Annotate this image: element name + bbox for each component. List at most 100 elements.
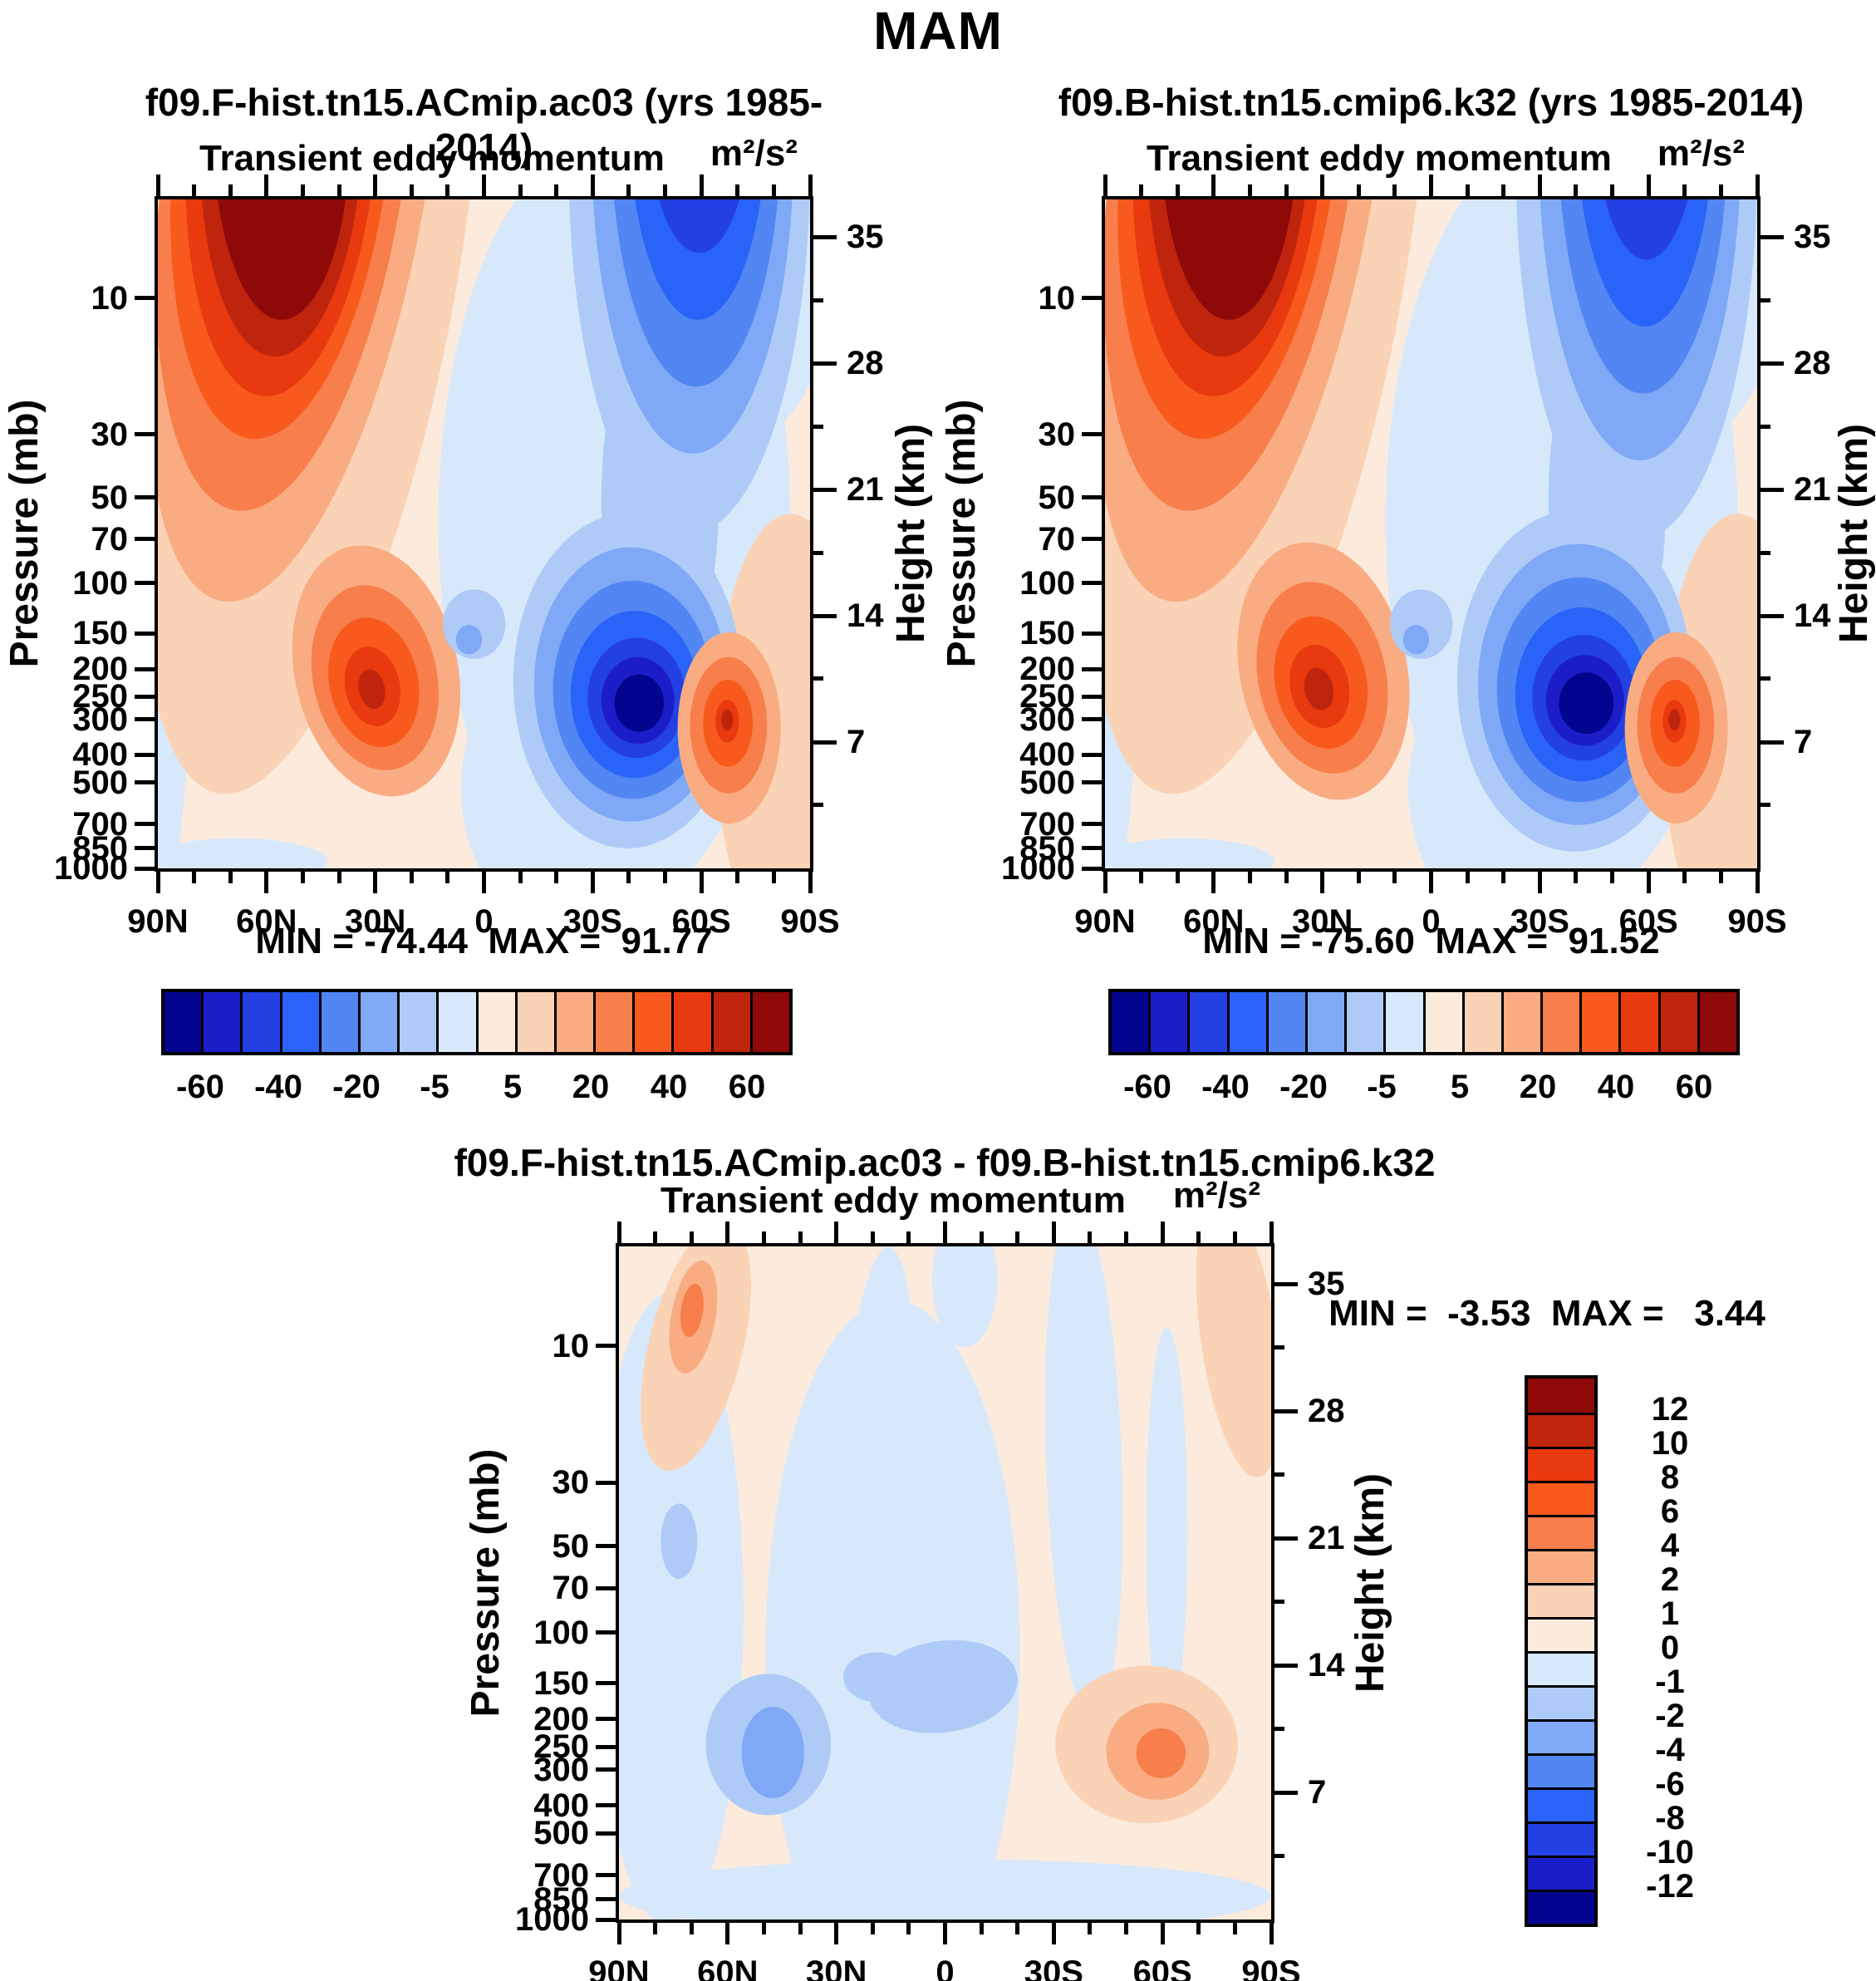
latitude-tick-top — [906, 1231, 911, 1243]
colorbar-cell — [1422, 992, 1462, 1052]
panel-diff-colorbar-label: 4 — [1660, 1527, 1680, 1564]
panel-b-colorbar-label: -5 — [1367, 1069, 1397, 1105]
height-tick — [1757, 740, 1784, 745]
panel-b-lat-tick-label: 90S — [1727, 903, 1787, 940]
colorbar-cell — [279, 992, 319, 1052]
panel-diff-pressure-tick-label: 250 — [533, 1728, 589, 1766]
panel-b-pressure-tick-label: 10 — [1038, 279, 1076, 317]
panel-a-lat-tick-label: 60N — [236, 903, 297, 940]
latitude-tick-bottom — [1356, 872, 1361, 883]
colorbar-cell — [1579, 992, 1619, 1052]
panel-a-height-tick-label: 35 — [847, 219, 884, 256]
height-tick — [1757, 361, 1784, 366]
panel-diff-colorbar-label: -10 — [1646, 1834, 1694, 1870]
contour-band — [635, 199, 761, 320]
panel-diff-lat-tick-label: 0 — [936, 1954, 955, 1981]
panel-diff-colorbar-label: 12 — [1651, 1391, 1689, 1428]
pressure-tick — [135, 631, 158, 636]
latitude-tick-bottom — [409, 872, 414, 883]
colorbar-cell — [1657, 992, 1697, 1052]
latitude-tick-top — [834, 1222, 839, 1243]
contour-band — [868, 1639, 1018, 1733]
panel-a-height-tick-label: 7 — [847, 724, 866, 761]
latitude-tick-bottom — [336, 872, 341, 883]
contour-band — [741, 1707, 804, 1799]
panel-a-minmax: MIN = -74.44 MAX = 91.77 — [255, 921, 713, 961]
latitude-tick-top — [1610, 184, 1615, 196]
latitude-tick-bottom — [518, 872, 523, 883]
panel-a-pressure-tick-label: 30 — [91, 415, 129, 453]
latitude-tick-bottom — [1574, 872, 1579, 883]
pressure-tick — [596, 1803, 619, 1808]
latitude-tick-bottom — [1103, 872, 1107, 893]
latitude-tick-bottom — [943, 1923, 947, 1944]
latitude-tick-top — [1015, 1231, 1020, 1243]
colorbar-cell — [632, 992, 672, 1052]
panel-b-pressure-tick-label: 700 — [1019, 805, 1075, 843]
panel-a-units: m²/s² — [710, 133, 798, 174]
height-tick — [810, 361, 837, 366]
colorbar-cell — [749, 992, 789, 1052]
panel-a-lat-tick-label: 60S — [671, 903, 731, 940]
latitude-tick-bottom — [445, 872, 450, 883]
colorbar-cell — [1528, 1515, 1594, 1549]
pressure-tick — [596, 1630, 619, 1635]
latitude-tick-top — [1718, 184, 1723, 196]
colorbar-cell — [240, 992, 280, 1052]
latitude-tick-top — [1124, 1231, 1129, 1243]
panel-b-pressure-tick-label: 200 — [1019, 651, 1075, 688]
latitude-tick-top — [1537, 175, 1542, 196]
latitude-tick-top — [808, 175, 813, 196]
colorbar-cell — [1461, 992, 1501, 1052]
latitude-tick-top — [1247, 184, 1252, 196]
height-minor-tick — [810, 803, 823, 808]
latitude-tick-top — [155, 175, 160, 196]
panel-a-pressure-tick-label: 700 — [72, 805, 128, 843]
height-minor-tick — [1757, 676, 1770, 681]
colorbar-cell — [201, 992, 241, 1052]
panel-diff-height-axis-label: Height (km) — [1348, 1473, 1392, 1693]
panel-diff-colorbar-label: 8 — [1660, 1459, 1680, 1496]
height-minor-tick — [810, 676, 823, 681]
panel-a-pressure-tick-label: 50 — [91, 479, 129, 516]
height-minor-tick — [1271, 1853, 1284, 1858]
latitude-tick-top — [482, 175, 486, 196]
panel-diff-pressure-tick-label: 200 — [533, 1700, 589, 1738]
contour-band — [218, 199, 346, 320]
panel-diff-pressure-tick-label: 1000 — [515, 1901, 589, 1938]
pressure-tick — [1082, 432, 1105, 437]
panel-b-pressure-tick-label: 250 — [1019, 678, 1075, 715]
contour-band — [358, 669, 386, 710]
panel-diff-contour-plot — [619, 1246, 1271, 1920]
contour-band — [931, 1246, 998, 1348]
latitude-tick-bottom — [1088, 1923, 1093, 1934]
latitude-tick-top — [373, 175, 378, 196]
latitude-tick-top — [1103, 175, 1107, 196]
panel-a-pressure-tick-label: 100 — [72, 564, 128, 602]
colorbar-cell — [514, 992, 554, 1052]
pressure-tick — [1082, 694, 1105, 699]
panel-diff-title: f09.F-hist.tn15.ACmip.ac03 - f09.B-hist.… — [454, 1141, 1436, 1184]
colorbar-cell — [1344, 992, 1384, 1052]
latitude-tick-bottom — [1269, 1923, 1274, 1944]
colorbar-cell — [1618, 992, 1658, 1052]
latitude-tick-bottom — [699, 872, 704, 893]
latitude-tick-top — [735, 184, 740, 196]
height-minor-tick — [810, 550, 823, 555]
panel-a-lat-tick-label: 90N — [127, 903, 189, 940]
pressure-tick — [1082, 846, 1105, 851]
latitude-tick-top — [300, 184, 305, 196]
panel-diff-pressure-tick-label: 50 — [552, 1527, 590, 1565]
colorbar-cell — [1697, 992, 1736, 1052]
latitude-tick-top — [1392, 184, 1397, 196]
contour-band — [455, 624, 483, 655]
panel-b-contour-plot — [1105, 199, 1757, 868]
latitude-tick-bottom — [1465, 872, 1470, 883]
colorbar-cell — [1528, 1685, 1594, 1719]
pressure-tick — [596, 1544, 619, 1549]
panel-diff-lat-tick-label: 90S — [1241, 1954, 1301, 1981]
panel-b-lat-tick-label: 90N — [1074, 903, 1136, 940]
panel-b-colorbar-label: 60 — [1675, 1069, 1713, 1105]
latitude-tick-top — [870, 1231, 875, 1243]
latitude-tick-bottom — [1718, 872, 1723, 883]
